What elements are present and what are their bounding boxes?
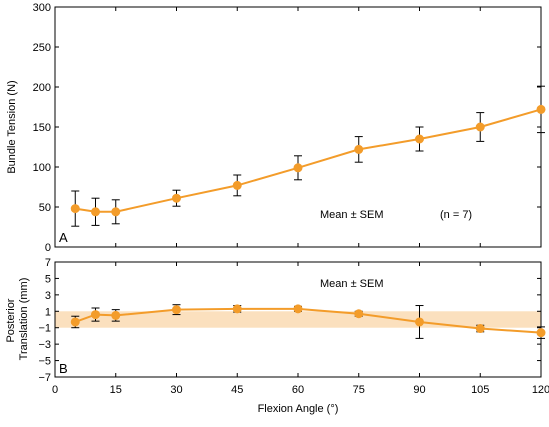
panel-a-annotation-n: (n = 7)	[440, 209, 472, 221]
panel-b-data-point	[293, 304, 303, 314]
panel-a-y-tick-label: 250	[33, 42, 51, 54]
panel-b-data-point	[475, 324, 485, 334]
x-tick-label: 75	[353, 384, 365, 396]
x-tick-label: 90	[413, 384, 425, 396]
panel-a-y-tick-label: 0	[45, 242, 51, 254]
panel-b-data-point	[354, 309, 364, 319]
panel-b-data-point	[91, 310, 100, 320]
panel-b-y-axis-title: Posterior Translation (mm)	[5, 278, 30, 361]
panel-b-letter: B	[59, 361, 68, 376]
panel-a-y-tick-label: 200	[33, 82, 51, 94]
panel-b-data-point	[232, 304, 242, 314]
x-axis-title: Flexion Angle (°)	[258, 403, 339, 415]
x-tick-label: 105	[471, 384, 489, 396]
panel-a-data-point	[172, 193, 181, 203]
panel-a-x-ticks	[54, 7, 542, 247]
panel-a-data-point	[354, 144, 364, 154]
panel-b-y-ticks: 7 5 3 1 −1 −3 −5 −7	[38, 257, 541, 384]
panel-b-series-line	[74, 307, 542, 334]
panel-a-letter: A	[59, 230, 68, 245]
panel-b-y-tick-label: −3	[38, 339, 51, 351]
panel-a-data-point	[475, 122, 485, 132]
panel-b-y-tick-label: 3	[45, 290, 51, 302]
x-tick-label: 120	[532, 384, 549, 396]
panel-a-data-point	[91, 207, 100, 217]
panel-b-y-axis-title-line1: Posterior	[5, 298, 17, 342]
panel-b-y-tick-label: 5	[45, 273, 51, 285]
panel-a-y-tick-label: 150	[33, 122, 51, 134]
panel-b-y-tick-label: 7	[45, 257, 51, 269]
panel-b-y-tick-label: −5	[38, 356, 51, 368]
panel-a-data-point	[415, 134, 424, 144]
panel-b-y-tick-label: 1	[45, 306, 51, 318]
panel-b-annotation-mean-sem: Mean ± SEM	[320, 278, 384, 290]
x-tick-label: 0	[52, 384, 58, 396]
x-tick-label: 30	[170, 384, 182, 396]
x-tick-label: 15	[110, 384, 122, 396]
panel-b-y-tick-label: −1	[38, 323, 51, 335]
panel-b-data-point	[536, 328, 546, 338]
panel-b-series	[70, 304, 546, 339]
panel-a-y-tick-label: 50	[39, 202, 51, 214]
panel-a-y-ticks: 0 50 100 150 200 250 300	[33, 2, 541, 254]
panel-b-data-point	[415, 317, 424, 327]
x-tick-label: 45	[231, 384, 243, 396]
panel-a-y-tick-label: 300	[33, 2, 51, 14]
panel-b-data-point	[70, 317, 80, 327]
panel-a-data-point	[293, 163, 303, 173]
panel-b-data-point	[111, 310, 121, 320]
panel-b-x-ticks: 0 15 30 45 60 75 90 105 120	[52, 262, 549, 396]
panel-a-y-tick-label: 100	[33, 162, 51, 174]
panel-b-data-point	[172, 305, 181, 315]
panel-a-y-axis-title: Bundle Tension (N)	[6, 80, 18, 173]
panel-a-series	[70, 85, 546, 227]
panel-a-data-point	[536, 104, 546, 114]
panel-a-data-point	[111, 207, 121, 217]
x-tick-label: 60	[292, 384, 304, 396]
panel-a-data-point	[70, 204, 80, 214]
panel-b-y-axis-title-line2: Translation (mm)	[18, 278, 30, 361]
panel-a-data-point	[232, 180, 242, 190]
panel-a-series-line	[75, 108, 542, 213]
panel-b-y-tick-label: −7	[38, 372, 51, 384]
panel-a-annotation-mean-sem: Mean ± SEM	[320, 209, 384, 221]
